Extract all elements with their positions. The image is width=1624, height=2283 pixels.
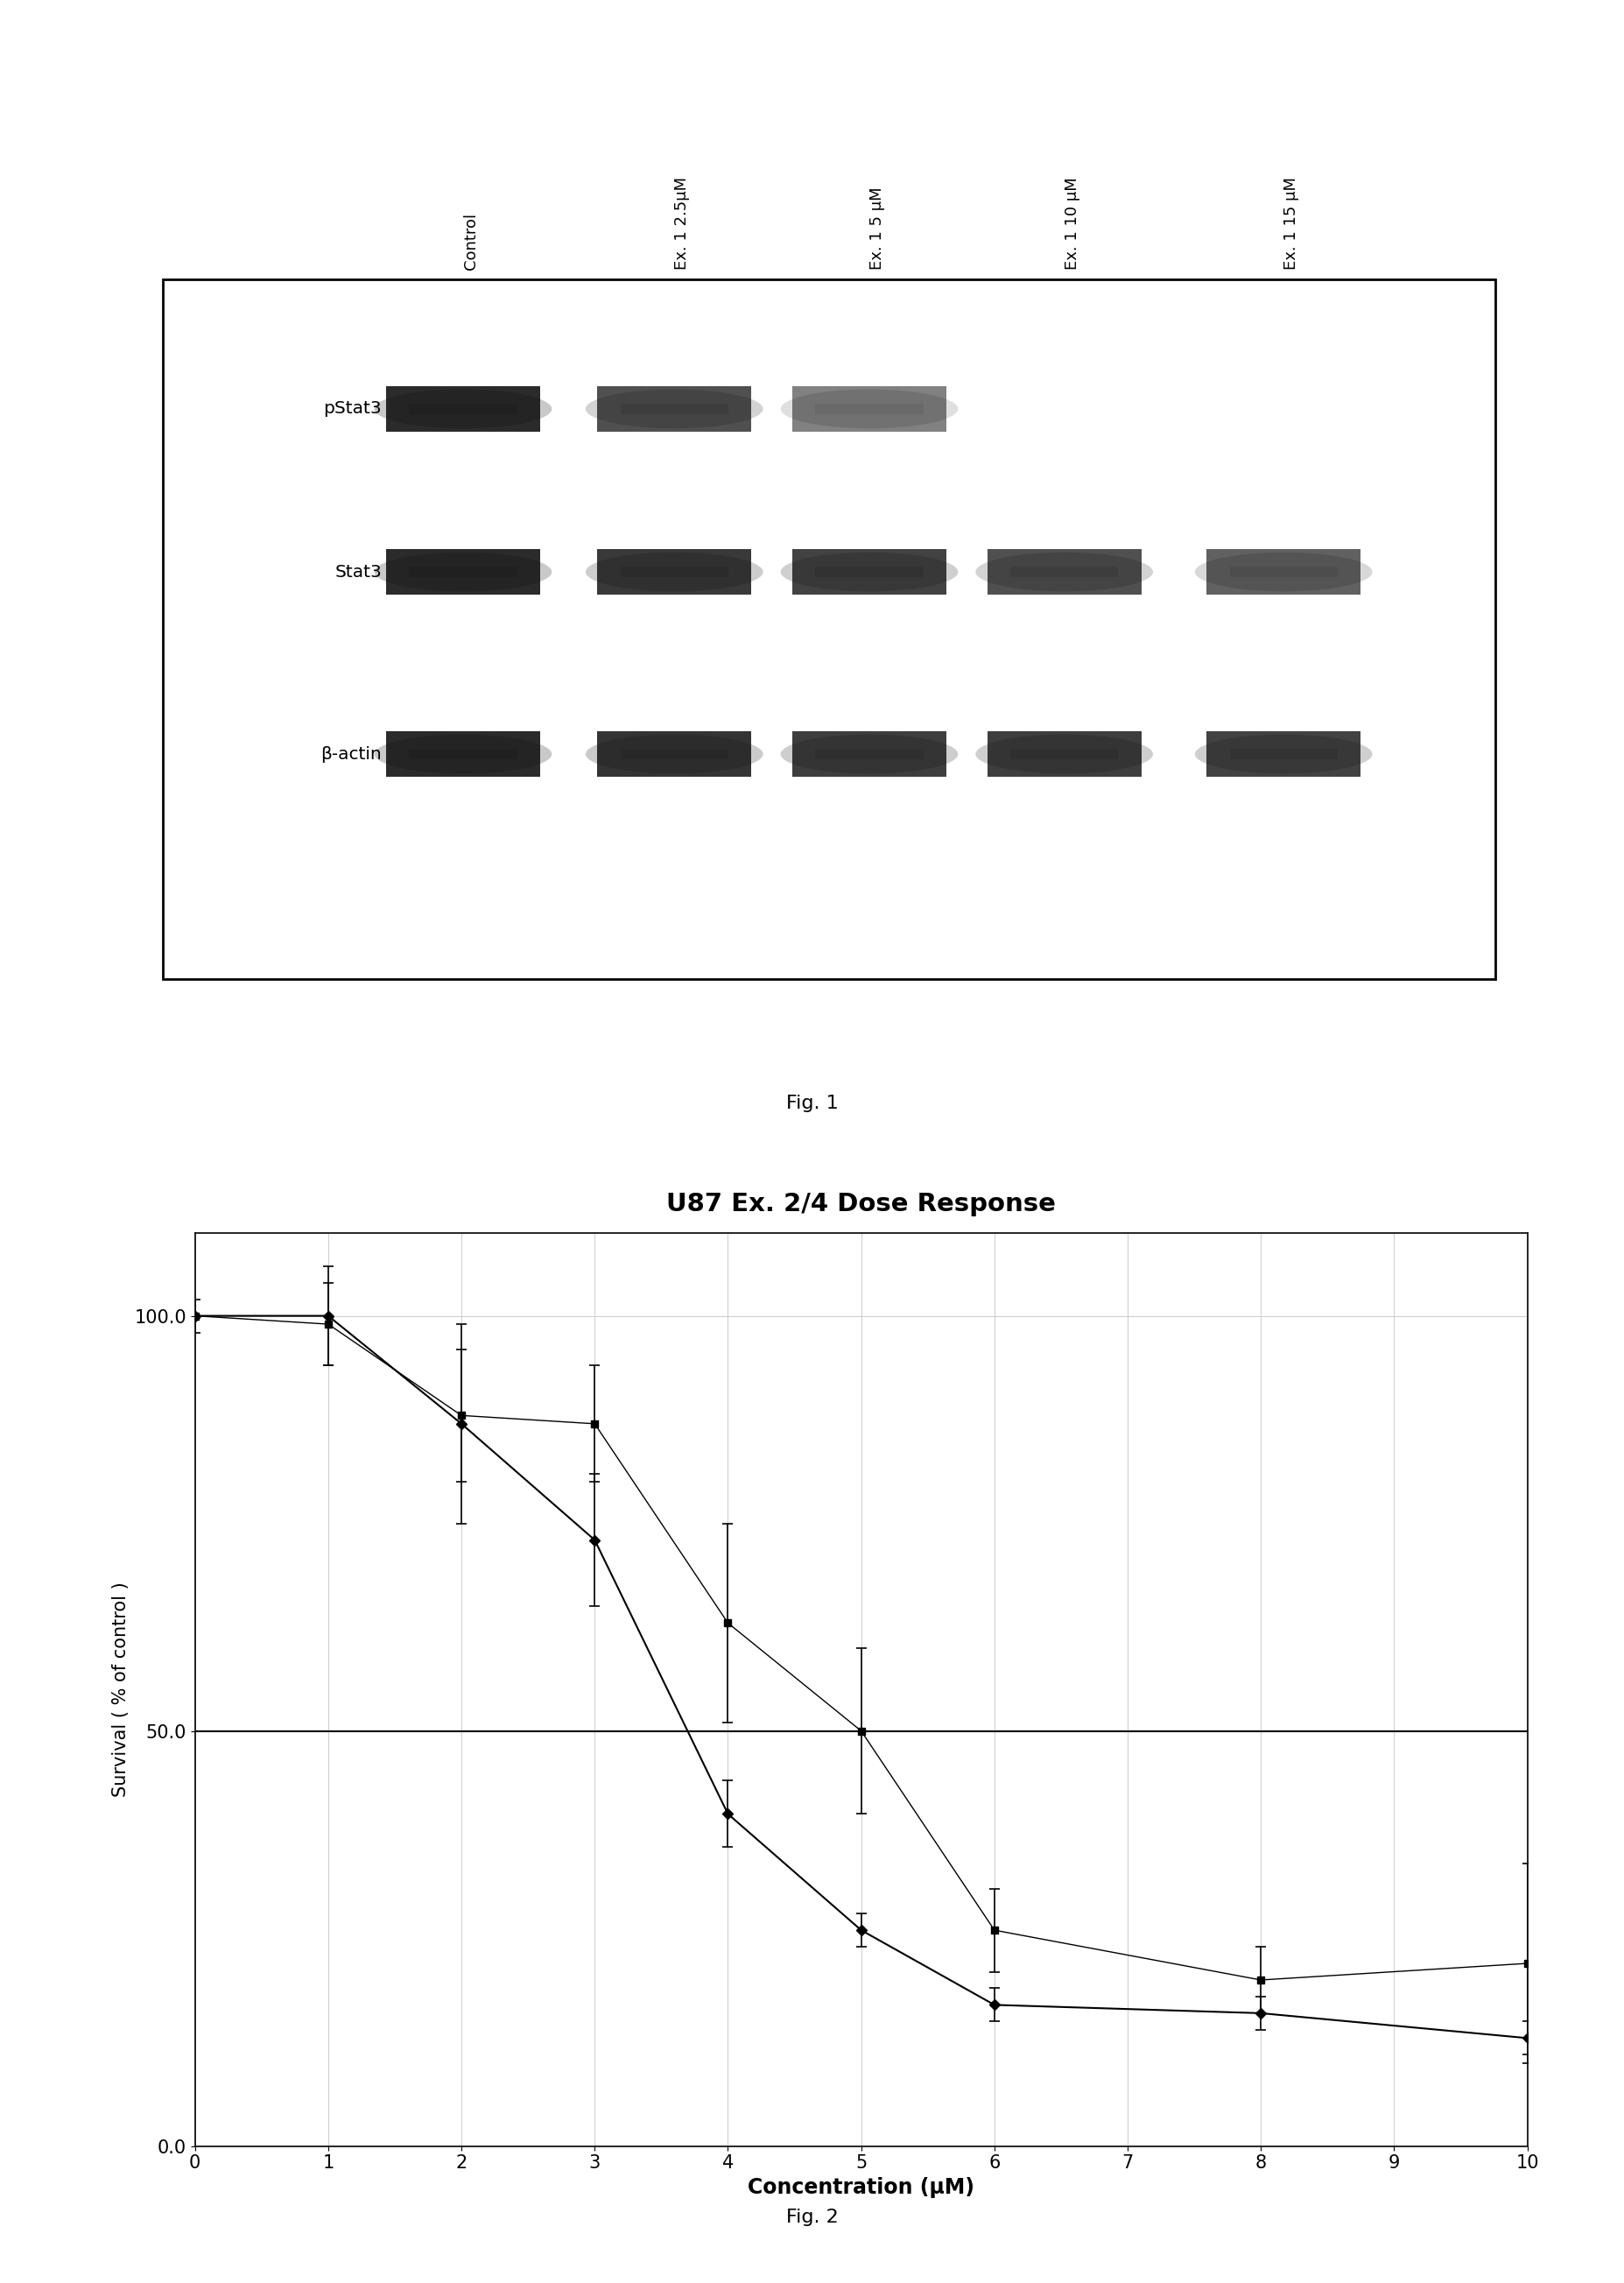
Bar [987,731,1142,776]
Bar [387,386,539,431]
Ellipse shape [780,735,958,774]
Bar [598,731,752,776]
Bar [987,548,1142,596]
Bar [1229,566,1337,578]
Bar [1205,731,1361,776]
Bar [387,548,539,596]
X-axis label: Concentration (μM): Concentration (μM) [747,2178,974,2199]
Bar [815,749,922,760]
Text: Control: Control [463,212,479,269]
Text: pStat3: pStat3 [323,400,382,418]
Ellipse shape [1194,552,1372,591]
Ellipse shape [585,735,763,774]
Text: β-actin: β-actin [320,747,382,763]
Bar [620,749,728,760]
Bar [409,749,516,760]
Title: U87 Ex. 2/4 Dose Response: U87 Ex. 2/4 Dose Response [666,1192,1056,1217]
Bar [1229,749,1337,760]
Ellipse shape [780,390,958,429]
Ellipse shape [1194,735,1372,774]
Bar [387,731,539,776]
Ellipse shape [585,552,763,591]
Ellipse shape [780,552,958,591]
Ellipse shape [374,390,552,429]
Bar [793,386,945,431]
Bar [162,279,1494,979]
Bar [815,566,922,578]
Ellipse shape [374,552,552,591]
Ellipse shape [974,552,1153,591]
Bar [620,566,728,578]
Bar [598,386,752,431]
Text: Stat3: Stat3 [335,564,382,580]
Bar [793,548,945,596]
Bar [793,731,945,776]
Bar [409,566,516,578]
Ellipse shape [374,735,552,774]
Bar [409,404,516,416]
Bar [815,404,922,416]
Y-axis label: Survival ( % of control ): Survival ( % of control ) [112,1582,130,1797]
Ellipse shape [585,390,763,429]
Bar [1010,566,1117,578]
Text: Ex. 1 15 μM: Ex. 1 15 μM [1283,178,1299,269]
Text: Ex. 1 2.5μM: Ex. 1 2.5μM [674,176,690,269]
Text: Fig. 2: Fig. 2 [786,2208,838,2226]
Text: Ex. 1 5 μM: Ex. 1 5 μM [869,187,885,269]
Bar [1010,749,1117,760]
Bar [1205,548,1361,596]
Text: Ex. 1 10 μM: Ex. 1 10 μM [1064,178,1080,269]
Ellipse shape [974,735,1153,774]
Text: Fig. 1: Fig. 1 [786,1094,838,1112]
Bar [598,548,752,596]
Bar [620,404,728,416]
